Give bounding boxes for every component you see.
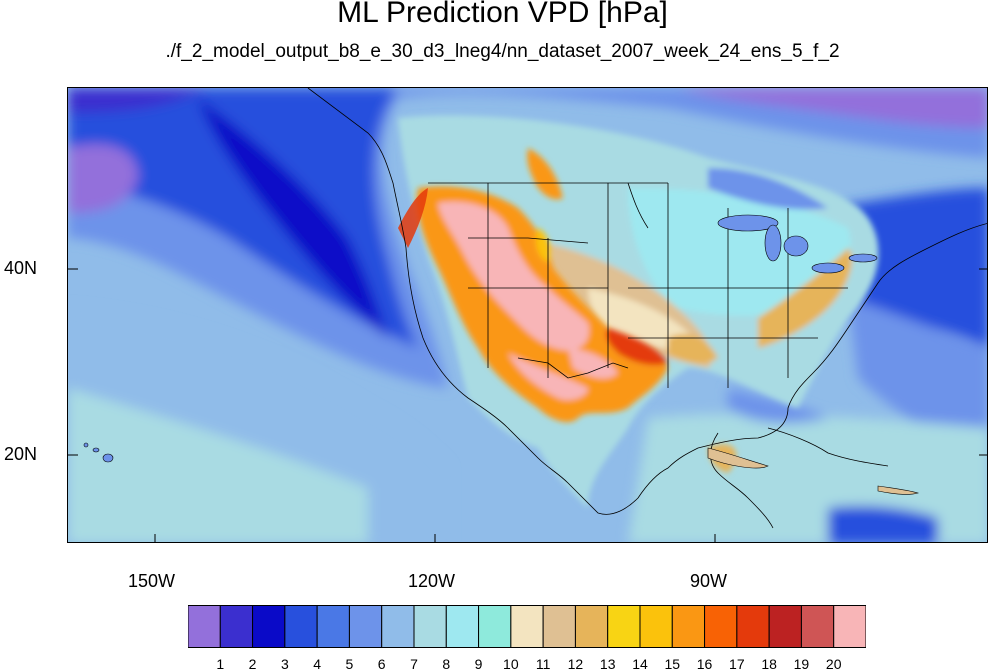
map-plot-area bbox=[67, 87, 988, 543]
vpd-fringe-nw bbox=[398, 188, 428, 248]
colorbar-swatch-6 bbox=[381, 605, 415, 648]
colorbar-swatch-8 bbox=[445, 605, 480, 648]
colorbar-swatch-13 bbox=[607, 605, 641, 648]
colorbar-swatch-11 bbox=[542, 605, 576, 648]
colorbar-label-17: 17 bbox=[729, 656, 745, 672]
colorbar-swatch-2 bbox=[252, 605, 286, 648]
colorbar-swatch-19 bbox=[800, 605, 835, 648]
colorbar-label-13: 13 bbox=[599, 656, 616, 672]
colorbar-label-15: 15 bbox=[664, 656, 681, 672]
colorbar-label-11: 11 bbox=[535, 656, 551, 672]
colorbar-swatch-9 bbox=[478, 605, 512, 648]
colorbar-label-19: 19 bbox=[793, 656, 810, 672]
colorbar-label-16: 16 bbox=[696, 656, 713, 672]
colorbar-swatch-12 bbox=[574, 605, 609, 648]
colorbar-label-2: 2 bbox=[248, 656, 257, 672]
colorbar-label-4: 4 bbox=[313, 656, 322, 672]
colorbar-label-5: 5 bbox=[345, 656, 354, 672]
vpd-field-southwest bbox=[416, 148, 668, 423]
lat-tick-20n: 20N bbox=[4, 444, 38, 464]
colorbar-label-10: 10 bbox=[503, 656, 519, 672]
lon-tick-120w: 120W bbox=[408, 571, 456, 591]
colorbar-swatch-16 bbox=[704, 605, 738, 648]
colorbar-swatch-17 bbox=[736, 605, 770, 648]
colorbar-label-6: 6 bbox=[377, 656, 386, 672]
colorbar-label-20: 20 bbox=[825, 656, 842, 672]
lon-tick-90w: 90W bbox=[690, 571, 728, 591]
colorbar-label-8: 8 bbox=[442, 656, 451, 672]
colorbar-swatch-7 bbox=[413, 605, 447, 648]
colorbar-swatch-0 bbox=[188, 605, 221, 648]
colorbar-label-1: 1 bbox=[216, 656, 225, 672]
colorbar-swatch-4 bbox=[316, 605, 350, 648]
lon-tick-150w: 150W bbox=[128, 571, 176, 591]
axis-ticks bbox=[68, 268, 987, 542]
colorbar-swatch-10 bbox=[510, 605, 544, 648]
colorbar-swatch-3 bbox=[284, 605, 318, 648]
colorbar-label-12: 12 bbox=[567, 656, 584, 672]
colorbar-swatch-18 bbox=[768, 605, 802, 648]
colorbar-swatch-1 bbox=[219, 605, 254, 648]
colorbar-swatch-5 bbox=[348, 605, 383, 648]
colorbar-label-3: 3 bbox=[280, 656, 289, 672]
colorbar-swatch-14 bbox=[639, 605, 673, 648]
colorbar-label-9: 9 bbox=[474, 656, 483, 672]
colorbar-swatch-15 bbox=[671, 605, 706, 648]
caribbean-islands bbox=[707, 447, 920, 495]
map-title: ML Prediction VPD [hPa] bbox=[337, 0, 668, 29]
hawaii-islands bbox=[83, 442, 114, 463]
map-subtitle: ./f_2_model_output_b8_e_30_d3_lneg4/nn_d… bbox=[165, 41, 840, 62]
colorbar bbox=[188, 605, 866, 648]
colorbar-label-14: 14 bbox=[632, 656, 648, 672]
vpd-field-map bbox=[68, 88, 987, 542]
colorbar-label-7: 7 bbox=[410, 656, 418, 672]
great-lakes bbox=[717, 214, 878, 274]
colorbar-swatch-20 bbox=[833, 605, 866, 648]
colorbar-label-18: 18 bbox=[761, 656, 777, 672]
lat-tick-40n: 40N bbox=[4, 258, 38, 278]
